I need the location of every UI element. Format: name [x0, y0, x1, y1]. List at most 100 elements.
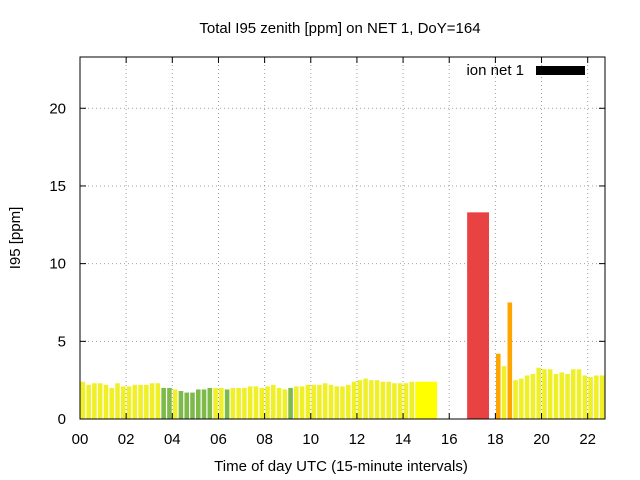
- bar: [570, 369, 576, 419]
- chart-title: Total I95 zenith [ppm] on NET 1, DoY=164: [199, 20, 480, 37]
- bar: [380, 381, 386, 419]
- legend-swatch: [536, 66, 585, 75]
- bar: [230, 387, 236, 419]
- bar: [109, 387, 115, 419]
- bar: [559, 372, 565, 419]
- bar: [144, 384, 149, 419]
- bar: [495, 353, 501, 419]
- y-tick-label: 5: [58, 333, 66, 350]
- bar: [328, 384, 334, 419]
- bar: [386, 381, 391, 419]
- bar: [294, 386, 299, 419]
- bar: [242, 387, 247, 419]
- bar: [363, 378, 368, 419]
- bar: [178, 391, 184, 419]
- bar: [351, 381, 357, 419]
- bar: [219, 387, 224, 419]
- bar: [357, 380, 363, 419]
- bar: [201, 389, 207, 419]
- bar: [270, 384, 276, 419]
- bar: [236, 387, 241, 419]
- bar: [345, 384, 351, 419]
- x-tick-label: 16: [441, 431, 458, 448]
- bar: [97, 383, 103, 419]
- bar: [576, 369, 582, 419]
- x-tick-label: 12: [349, 431, 366, 448]
- bar: [207, 387, 213, 419]
- bar: [190, 392, 195, 419]
- x-tick-label: 22: [579, 431, 596, 448]
- bar: [265, 386, 270, 419]
- legend-label: ion net 1: [466, 62, 524, 79]
- bar: [547, 369, 553, 419]
- bar: [299, 386, 305, 419]
- bar: [120, 386, 126, 419]
- bar: [542, 369, 547, 419]
- bar: [340, 386, 345, 419]
- bar: [392, 383, 397, 419]
- bar: [155, 383, 161, 419]
- bar: [259, 387, 265, 419]
- y-tick-label: 10: [49, 256, 66, 273]
- bar: [311, 384, 316, 419]
- bar: [513, 380, 518, 419]
- bar: [553, 373, 559, 419]
- x-tick-label: 10: [302, 431, 319, 448]
- x-tick-label: 00: [72, 431, 89, 448]
- bar: [507, 302, 513, 419]
- bar: [536, 367, 541, 419]
- bar: [149, 383, 155, 419]
- bar: [599, 375, 605, 419]
- bar: [582, 375, 588, 419]
- bars-group: [80, 212, 605, 419]
- bar: [594, 375, 599, 419]
- bar: [305, 384, 311, 419]
- y-tick-label: 15: [49, 178, 66, 195]
- bar: [565, 373, 570, 419]
- bar: [224, 389, 230, 419]
- bar: [282, 389, 288, 419]
- bar: [80, 381, 86, 419]
- bar: [276, 387, 282, 419]
- bar: [126, 386, 132, 419]
- x-tick-label: 04: [164, 431, 181, 448]
- bar: [530, 373, 536, 419]
- legend: ion net 1: [466, 62, 585, 79]
- y-axis-label: I95 [ppm]: [7, 207, 24, 270]
- bar: [397, 383, 403, 419]
- axis-ticks: 00 02 04 06 08 10 12 14 16 18 20 22 0 5 10 15 20: [49, 57, 605, 448]
- bar: [172, 389, 178, 419]
- bar: [161, 387, 166, 419]
- bar: [588, 377, 593, 419]
- y-tick-label: 20: [49, 100, 66, 117]
- bar: [317, 384, 322, 419]
- y-tick-label: 0: [58, 411, 66, 428]
- bar: [519, 378, 524, 419]
- bar: [524, 375, 530, 419]
- bar: [322, 383, 328, 419]
- bar: [403, 383, 409, 419]
- bar: [195, 389, 201, 419]
- bar: [369, 380, 374, 419]
- bar: [247, 386, 253, 419]
- bar: [86, 384, 91, 419]
- grid-lines: [80, 57, 605, 419]
- x-tick-label: 14: [395, 431, 412, 448]
- x-tick-label: 06: [210, 431, 227, 448]
- bar: [467, 212, 490, 419]
- bar: [409, 381, 415, 419]
- bar: [415, 381, 438, 419]
- x-axis-label: Time of day UTC (15-minute intervals): [214, 458, 468, 475]
- bar: [253, 386, 259, 419]
- bar: [138, 384, 143, 419]
- x-tick-label: 18: [487, 431, 504, 448]
- x-tick-label: 20: [533, 431, 550, 448]
- bar: [103, 384, 109, 419]
- bar: [92, 383, 97, 419]
- bar: [184, 392, 190, 419]
- plot-frame: [79, 56, 606, 420]
- bar: [374, 380, 380, 419]
- x-tick-label: 08: [256, 431, 273, 448]
- bar: [132, 384, 138, 419]
